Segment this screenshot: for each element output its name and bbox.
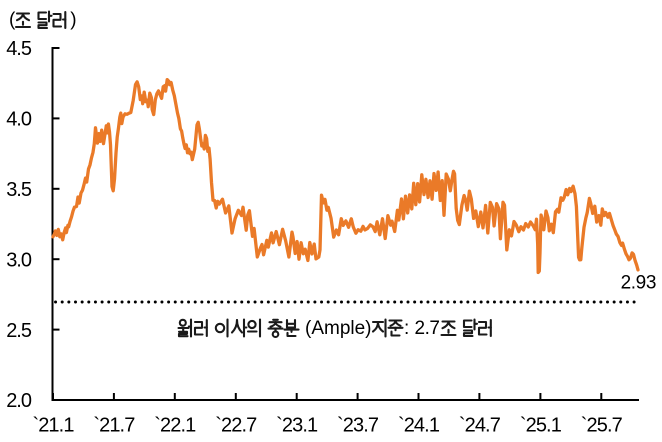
- svg-text:2.5: 2.5: [6, 320, 32, 342]
- svg-text:4.5: 4.5: [6, 38, 32, 60]
- svg-text:3.5: 3.5: [6, 179, 32, 201]
- svg-text:`21.1: `21.1: [32, 415, 74, 437]
- svg-text:`24.1: `24.1: [398, 415, 440, 437]
- svg-text:`25.7: `25.7: [581, 415, 623, 437]
- svg-text:(: (: [9, 10, 16, 31]
- svg-text:`22.7: `22.7: [215, 415, 257, 437]
- svg-text:2.93: 2.93: [621, 273, 656, 294]
- svg-text:`23.7: `23.7: [337, 415, 379, 437]
- svg-text:`24.7: `24.7: [459, 415, 501, 437]
- svg-text:`21.7: `21.7: [93, 415, 135, 437]
- svg-text:`22.1: `22.1: [154, 415, 196, 437]
- svg-text:`23.1: `23.1: [276, 415, 318, 437]
- svg-text:): ): [70, 10, 76, 31]
- svg-text:`25.1: `25.1: [520, 415, 562, 437]
- svg-text:(Ample): (Ample): [305, 318, 372, 339]
- svg-text:2.7: 2.7: [415, 318, 440, 339]
- svg-text:2.0: 2.0: [6, 390, 32, 412]
- svg-text:4.0: 4.0: [6, 109, 32, 131]
- svg-text::: :: [404, 318, 409, 339]
- svg-text:3.0: 3.0: [6, 249, 32, 271]
